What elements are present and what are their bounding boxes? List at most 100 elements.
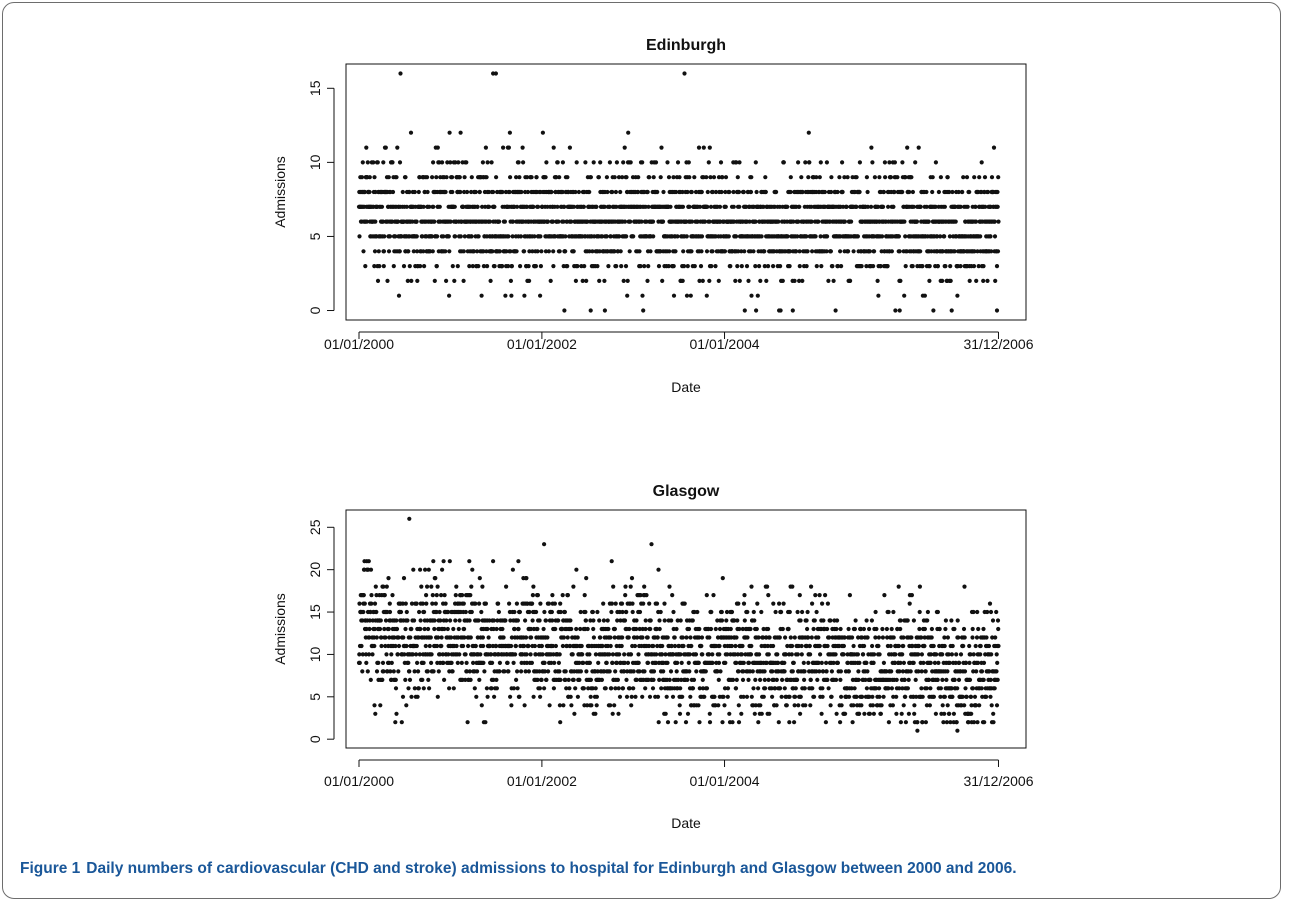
data-point xyxy=(885,264,890,269)
data-point xyxy=(616,711,621,716)
data-point xyxy=(613,686,618,691)
data-point xyxy=(615,618,620,623)
data-point xyxy=(367,626,372,632)
data-point xyxy=(473,189,478,195)
data-point xyxy=(814,669,819,674)
data-point xyxy=(650,686,656,691)
data-point xyxy=(746,278,751,283)
data-point xyxy=(797,249,802,254)
data-point xyxy=(381,584,386,589)
data-point xyxy=(881,189,887,195)
data-point xyxy=(462,635,467,640)
y-tick-label: 15 xyxy=(307,604,323,620)
data-point xyxy=(548,278,553,283)
data-point xyxy=(551,264,556,269)
data-point xyxy=(556,219,561,224)
data-point xyxy=(929,626,935,632)
data-point xyxy=(851,703,856,708)
data-point xyxy=(851,643,856,649)
data-point xyxy=(517,175,522,180)
data-point xyxy=(637,626,642,632)
data-point xyxy=(430,175,435,180)
data-point xyxy=(531,204,536,209)
data-point xyxy=(562,204,567,209)
data-point xyxy=(862,711,867,716)
data-point xyxy=(852,626,858,632)
data-point xyxy=(942,204,948,209)
data-point xyxy=(737,626,742,632)
data-point xyxy=(751,249,756,254)
data-point xyxy=(700,677,705,683)
data-point xyxy=(876,643,881,649)
data-point xyxy=(690,686,696,691)
data-point xyxy=(749,175,754,180)
data-point xyxy=(366,652,372,657)
data-point xyxy=(819,711,824,716)
data-point xyxy=(792,703,797,708)
data-point xyxy=(926,677,932,683)
data-point xyxy=(395,652,400,657)
data-point xyxy=(442,677,447,683)
data-point xyxy=(518,264,523,269)
data-point xyxy=(793,694,798,699)
data-point xyxy=(735,652,740,657)
data-point xyxy=(992,219,997,224)
data-point xyxy=(803,160,808,165)
data-point xyxy=(862,643,867,649)
data-point xyxy=(372,249,378,254)
data-point xyxy=(561,703,566,708)
data-point xyxy=(398,609,404,615)
data-point xyxy=(949,618,954,623)
data-point xyxy=(835,189,840,195)
data-point xyxy=(544,677,549,683)
data-point xyxy=(386,626,391,632)
data-point xyxy=(677,175,682,180)
data-point xyxy=(854,175,859,180)
data-point xyxy=(457,652,462,657)
data-point xyxy=(995,189,1000,195)
data-point xyxy=(716,703,721,708)
data-point xyxy=(686,160,691,165)
data-point xyxy=(823,720,829,725)
data-point xyxy=(448,219,453,224)
data-point xyxy=(503,618,508,623)
data-point xyxy=(522,249,527,254)
data-point xyxy=(468,635,473,640)
data-point xyxy=(446,609,451,615)
data-point xyxy=(513,652,518,657)
data-point xyxy=(757,652,762,657)
data-point xyxy=(367,175,372,180)
data-point xyxy=(927,278,932,283)
data-point xyxy=(741,669,746,674)
data-point xyxy=(715,669,720,674)
data-point xyxy=(560,189,565,195)
data-point xyxy=(829,694,834,699)
data-point xyxy=(707,711,712,716)
data-point xyxy=(646,643,652,649)
data-point xyxy=(515,686,520,691)
data-point xyxy=(855,234,861,239)
data-point xyxy=(685,711,691,716)
data-point xyxy=(722,703,727,708)
data-point xyxy=(833,308,838,313)
data-point xyxy=(446,652,451,657)
data-point xyxy=(919,652,925,657)
data-point xyxy=(697,204,703,209)
data-point xyxy=(797,278,802,283)
data-point xyxy=(824,660,829,666)
data-point xyxy=(751,609,756,615)
data-point xyxy=(598,635,603,640)
data-point xyxy=(573,278,579,283)
data-point xyxy=(940,703,945,708)
data-point xyxy=(716,175,722,180)
data-point xyxy=(464,160,469,165)
data-point xyxy=(415,278,420,283)
data-point xyxy=(366,559,371,564)
data-point xyxy=(514,677,519,683)
data-point xyxy=(560,643,566,649)
data-point xyxy=(585,703,590,708)
data-point xyxy=(795,234,800,239)
data-point xyxy=(667,677,672,683)
data-point xyxy=(749,584,754,589)
data-point xyxy=(780,626,785,632)
